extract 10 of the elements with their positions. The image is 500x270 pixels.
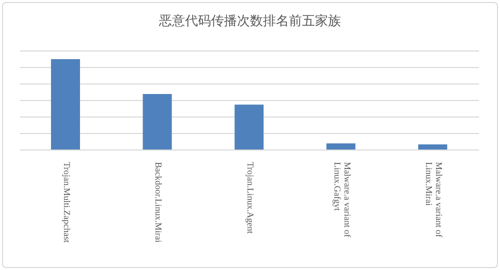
bar xyxy=(326,143,356,150)
bar xyxy=(142,94,172,150)
chart-title: 恶意代码传播次数排名前五家族 xyxy=(158,12,342,30)
x-tick-label: Malware.a variant of Linux.Mirai xyxy=(424,162,444,238)
x-tick-label: Backdoor.Linux.Mirai xyxy=(154,162,164,243)
bar xyxy=(234,104,264,150)
x-tick-label: Malware.a variant of Linux.Gafgyt xyxy=(332,162,352,238)
x-tick-label: Trojan.Multi.Zapchast xyxy=(62,162,72,244)
bar xyxy=(51,59,80,150)
x-tick-label: Trojan.Linux.Agent xyxy=(245,162,256,234)
